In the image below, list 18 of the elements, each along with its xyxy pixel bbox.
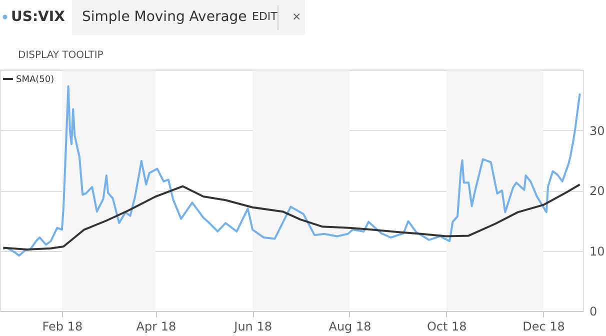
x-tick-label: Aug 18 <box>328 320 372 334</box>
x-tick-label: Oct 18 <box>426 320 467 334</box>
chart-title: Simple Moving Average <box>82 9 247 25</box>
x-tick-label: Apr 18 <box>136 320 176 334</box>
y-tick-label: 10 <box>590 244 605 258</box>
text: EDIT <box>252 10 278 23</box>
x-tick-label: Jun 18 <box>233 320 272 334</box>
text: × <box>292 10 302 23</box>
line-series <box>2 85 581 257</box>
y-tick-label: 0 <box>590 304 598 318</box>
text: DISPLAY TOOLTIP <box>18 50 104 61</box>
y-tick-label: 30 <box>590 124 605 138</box>
line-series <box>2 183 581 251</box>
x-tick-label: Dec 18 <box>522 320 565 334</box>
y-tick-label: 20 <box>590 184 605 198</box>
legend-label: SMA(50) <box>16 75 54 85</box>
x-tick-label: Feb 18 <box>42 320 83 334</box>
legend-label: US:VIX <box>11 9 66 25</box>
